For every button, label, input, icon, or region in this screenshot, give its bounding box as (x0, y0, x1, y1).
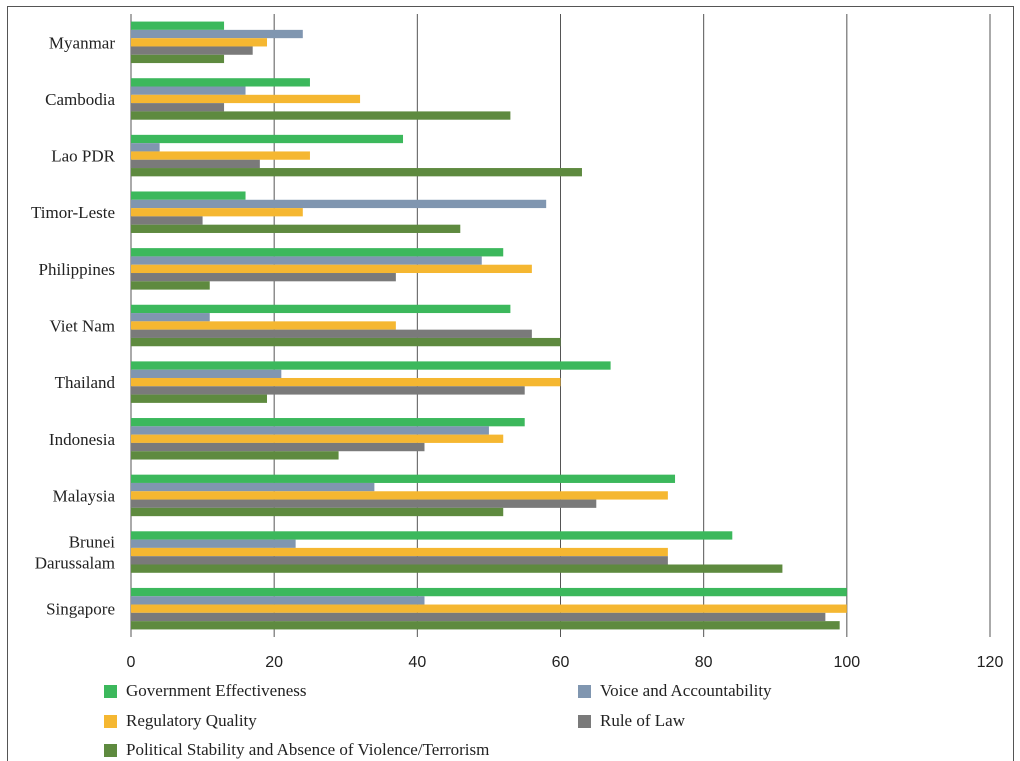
bar (131, 264, 532, 274)
bar (131, 321, 396, 330)
bar (131, 564, 783, 573)
bar (131, 143, 160, 152)
category-label: Myanmar (49, 33, 115, 52)
bar (131, 21, 225, 30)
bar (131, 482, 375, 492)
bar (131, 329, 532, 338)
bar (131, 386, 525, 395)
bar (131, 451, 339, 460)
bar (131, 369, 282, 378)
x-tick-label: 40 (408, 654, 426, 671)
category-label: Malaysia (53, 486, 116, 505)
bar (131, 78, 310, 87)
bar (131, 273, 396, 282)
bar (131, 281, 210, 290)
bar (131, 394, 268, 403)
x-tick-label: 80 (695, 654, 713, 671)
bar (131, 442, 425, 452)
category-label: Indonesia (49, 430, 116, 449)
category-label: Viet Nam (49, 317, 115, 336)
bar (131, 94, 361, 104)
bar (131, 418, 525, 427)
x-tick-label: 60 (552, 654, 570, 671)
bar (131, 313, 210, 322)
bar (131, 111, 511, 120)
category-label: Thailand (55, 373, 116, 392)
bar (131, 46, 253, 55)
bar (131, 434, 504, 443)
bar (131, 337, 561, 347)
bar (131, 86, 246, 95)
bar (131, 29, 303, 39)
bar (131, 38, 268, 47)
category-label: Philippines (38, 260, 115, 279)
bar (131, 224, 461, 233)
bar (131, 208, 303, 217)
bar (131, 621, 840, 630)
bar (131, 199, 547, 209)
bar (131, 168, 582, 177)
bar (131, 256, 482, 265)
x-tick-label: 100 (833, 654, 860, 671)
category-label: Brunei (69, 533, 116, 552)
bar (131, 159, 260, 169)
bar (131, 54, 225, 64)
chart-frame (7, 6, 1014, 761)
bar (131, 556, 668, 565)
x-tick-label: 120 (977, 654, 1004, 671)
bar (131, 604, 847, 613)
bar (131, 248, 504, 257)
category-label: Darussalam (35, 554, 115, 573)
bar (131, 377, 561, 387)
category-label: Cambodia (45, 90, 115, 109)
bar (131, 499, 597, 508)
bar (131, 587, 847, 597)
bar (131, 191, 246, 200)
bar (131, 531, 733, 540)
bar (131, 474, 676, 483)
bar (131, 426, 489, 435)
x-tick-label: 0 (127, 654, 136, 671)
bar (131, 361, 611, 370)
bar (131, 103, 225, 112)
bar (131, 134, 404, 144)
bar (131, 491, 668, 500)
bar (131, 507, 504, 517)
bar (131, 612, 826, 622)
x-tick-label: 20 (265, 654, 283, 671)
category-label: Singapore (46, 600, 115, 619)
bar (131, 304, 511, 314)
bar (131, 547, 668, 557)
bar (131, 216, 203, 225)
category-label: Timor-Leste (31, 203, 115, 222)
bar (131, 151, 310, 160)
bar (131, 596, 425, 605)
bar (131, 539, 296, 548)
category-label: Lao PDR (51, 147, 115, 166)
